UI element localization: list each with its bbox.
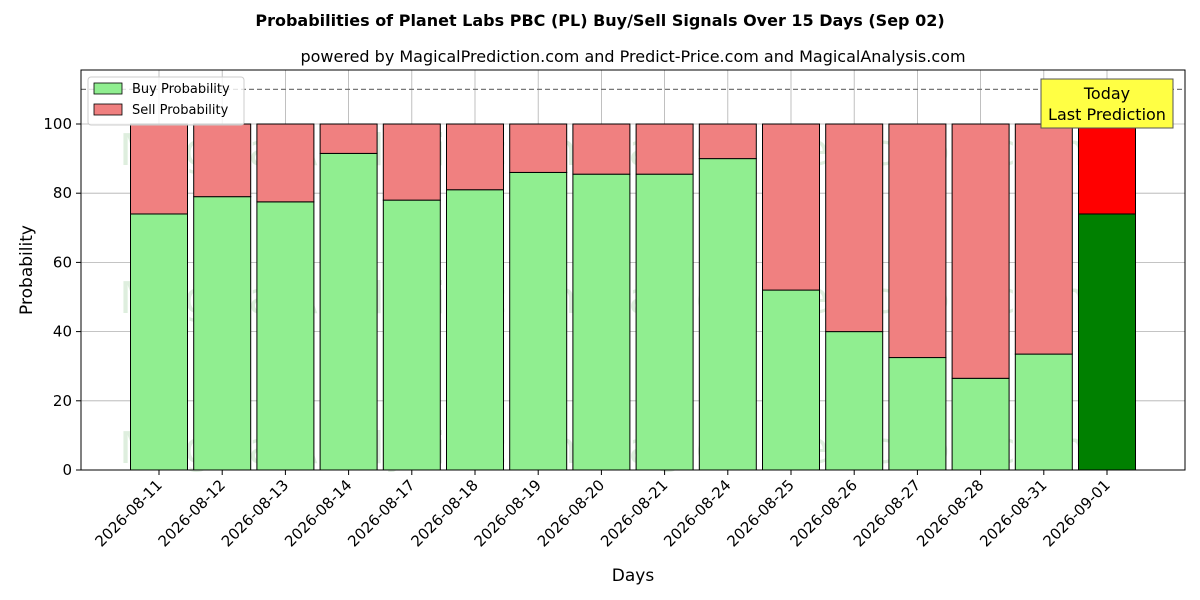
bar-sell: [130, 123, 188, 215]
bar-sell: [256, 123, 315, 203]
legend-label-buy: Buy Probability: [132, 82, 230, 97]
x-tick-label: 2026-08-25: [723, 476, 797, 550]
bars: [130, 123, 1136, 471]
bar-buy: [698, 158, 757, 471]
x-tick-label: 2026-08-21: [597, 476, 671, 550]
bar-sell: [1078, 123, 1136, 215]
bar-sell: [762, 123, 820, 291]
x-tick-label: 2026-08-13: [218, 476, 292, 550]
bar-buy: [446, 189, 504, 471]
bar-sell: [572, 123, 631, 175]
bar-buy: [635, 173, 694, 471]
today-annotation: Today Last Prediction: [1040, 78, 1174, 129]
x-tick-label: 2026-08-31: [976, 476, 1050, 550]
x-tick-label: 2026-08-11: [91, 476, 165, 550]
x-axis-ticks: 2026-08-112026-08-122026-08-132026-08-14…: [91, 470, 1114, 550]
bar-buy: [951, 377, 1010, 471]
bar-buy: [130, 213, 188, 471]
plot-frame: [80, 69, 1186, 471]
x-tick-label: 2026-08-26: [787, 476, 861, 550]
bar-sell: [951, 123, 1010, 379]
bar-sell: [193, 123, 252, 198]
bar-sell: [509, 123, 568, 173]
x-tick-label: 2026-08-24: [660, 476, 734, 550]
bar-sell: [1014, 123, 1073, 355]
bar-buy: [762, 289, 820, 471]
x-tick-label: 2026-08-20: [534, 476, 608, 550]
bar-sell: [825, 123, 884, 333]
x-tick-label: 2026-08-27: [850, 476, 924, 550]
bar-buy: [1078, 213, 1136, 471]
bar-sell: [319, 123, 378, 154]
chart-title: Probabilities of Planet Labs PBC (PL) Bu…: [255, 11, 944, 30]
bar-buy: [319, 152, 378, 471]
legend-swatch-sell: [93, 103, 123, 116]
y-tick-label: 60: [53, 253, 72, 271]
x-tick-label: 2026-08-14: [281, 476, 355, 550]
annotation-line1: Today: [1083, 84, 1130, 103]
y-tick-label: 100: [43, 115, 72, 133]
x-tick-label: 2026-08-18: [407, 476, 481, 550]
bar-buy: [509, 171, 568, 471]
x-tick-label: 2026-08-12: [155, 476, 229, 550]
x-axis-label: Days: [612, 566, 655, 586]
x-tick-label: 2026-08-28: [913, 476, 987, 550]
legend: Buy Probability Sell Probability: [87, 76, 245, 126]
legend-box: [87, 76, 245, 126]
y-tick-label: 20: [53, 392, 72, 410]
y-axis-label: Probability: [17, 225, 37, 315]
bar-sell: [698, 123, 757, 160]
bar-buy: [256, 201, 315, 471]
annotation-line2: Last Prediction: [1048, 105, 1166, 124]
bar-buy: [888, 357, 947, 471]
bar-buy: [825, 331, 884, 471]
y-axis-ticks: 0 20 40 60 80 100: [43, 115, 81, 479]
x-tick-label: 2026-09-01: [1039, 476, 1113, 550]
bar-sell: [635, 123, 694, 175]
annotation-box: [1040, 78, 1174, 129]
bar-sell: [446, 123, 504, 191]
bar-buy: [193, 196, 252, 471]
y-tick-label: 80: [53, 184, 72, 202]
bar-buy: [1014, 353, 1073, 471]
legend-swatch-buy: [93, 82, 123, 95]
x-tick-label: 2026-08-17: [344, 476, 418, 550]
legend-label-sell: Sell Probability: [132, 103, 229, 118]
x-tick-label: 2026-08-19: [471, 476, 545, 550]
y-tick-label: 0: [62, 461, 72, 479]
chart-subtitle: powered by MagicalPrediction.com and Pre…: [300, 47, 965, 66]
y-tick-label: 40: [53, 323, 72, 341]
bar-sell: [382, 123, 441, 201]
bar-buy: [382, 199, 441, 471]
bar-buy: [572, 173, 631, 471]
bar-sell: [888, 123, 947, 359]
